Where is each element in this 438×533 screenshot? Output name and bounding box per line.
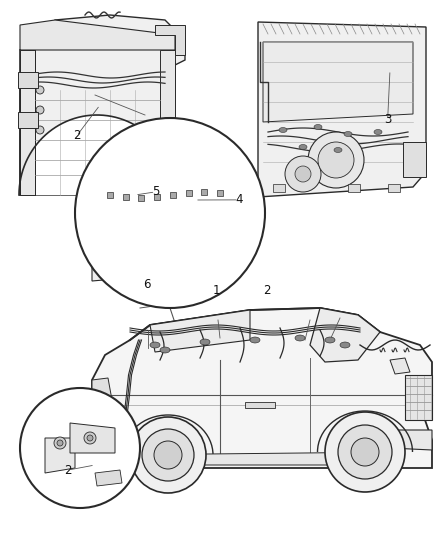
- Polygon shape: [92, 308, 432, 468]
- Polygon shape: [155, 25, 185, 55]
- Bar: [273, 184, 285, 192]
- Text: 2: 2: [263, 284, 271, 297]
- Ellipse shape: [374, 130, 382, 134]
- Ellipse shape: [314, 125, 322, 130]
- Ellipse shape: [150, 342, 160, 348]
- Circle shape: [36, 126, 44, 134]
- Bar: [201, 189, 207, 195]
- Bar: [186, 190, 191, 196]
- Ellipse shape: [299, 144, 307, 149]
- Text: 2: 2: [73, 130, 81, 142]
- Circle shape: [84, 432, 96, 444]
- Circle shape: [285, 156, 321, 192]
- Text: 4: 4: [235, 193, 243, 206]
- Text: 3: 3: [384, 114, 391, 126]
- Bar: [18, 72, 38, 88]
- Circle shape: [36, 106, 44, 114]
- Circle shape: [54, 437, 66, 449]
- Bar: [18, 112, 38, 128]
- Circle shape: [154, 441, 182, 469]
- Polygon shape: [403, 142, 426, 177]
- Bar: [154, 194, 160, 200]
- Polygon shape: [263, 42, 413, 122]
- Polygon shape: [92, 430, 120, 460]
- Polygon shape: [20, 15, 185, 195]
- Circle shape: [351, 438, 379, 466]
- Polygon shape: [70, 423, 115, 453]
- Polygon shape: [150, 310, 250, 352]
- Ellipse shape: [340, 342, 350, 348]
- Polygon shape: [110, 452, 400, 465]
- Polygon shape: [95, 470, 122, 486]
- Circle shape: [325, 412, 405, 492]
- Polygon shape: [20, 20, 175, 50]
- Polygon shape: [19, 115, 175, 195]
- Ellipse shape: [160, 347, 170, 353]
- Ellipse shape: [344, 132, 352, 136]
- Polygon shape: [92, 233, 240, 281]
- Text: 2: 2: [64, 464, 72, 477]
- Text: 6: 6: [143, 278, 151, 290]
- Circle shape: [87, 435, 93, 441]
- Circle shape: [308, 132, 364, 188]
- Circle shape: [20, 388, 140, 508]
- Ellipse shape: [295, 335, 305, 341]
- Bar: [245, 402, 275, 408]
- Polygon shape: [92, 378, 112, 402]
- Polygon shape: [258, 22, 426, 197]
- Bar: [138, 195, 145, 201]
- Polygon shape: [45, 438, 75, 473]
- Text: 1: 1: [213, 284, 221, 297]
- Bar: [217, 190, 223, 196]
- Bar: [170, 192, 176, 198]
- Polygon shape: [310, 308, 380, 362]
- Bar: [123, 194, 129, 200]
- Circle shape: [36, 86, 44, 94]
- Polygon shape: [390, 430, 432, 450]
- Ellipse shape: [334, 148, 342, 152]
- Polygon shape: [160, 50, 175, 195]
- Circle shape: [318, 142, 354, 178]
- Circle shape: [75, 118, 265, 308]
- Ellipse shape: [250, 337, 260, 343]
- Ellipse shape: [279, 127, 287, 133]
- Polygon shape: [20, 50, 35, 195]
- Polygon shape: [390, 358, 410, 374]
- Text: 5: 5: [152, 185, 159, 198]
- Bar: [348, 184, 360, 192]
- Circle shape: [130, 417, 206, 493]
- Circle shape: [295, 166, 311, 182]
- Circle shape: [57, 440, 63, 446]
- Circle shape: [338, 425, 392, 479]
- Ellipse shape: [200, 339, 210, 345]
- Bar: [388, 184, 400, 192]
- Ellipse shape: [325, 337, 335, 343]
- Polygon shape: [405, 375, 432, 420]
- Bar: [107, 192, 113, 198]
- Circle shape: [142, 429, 194, 481]
